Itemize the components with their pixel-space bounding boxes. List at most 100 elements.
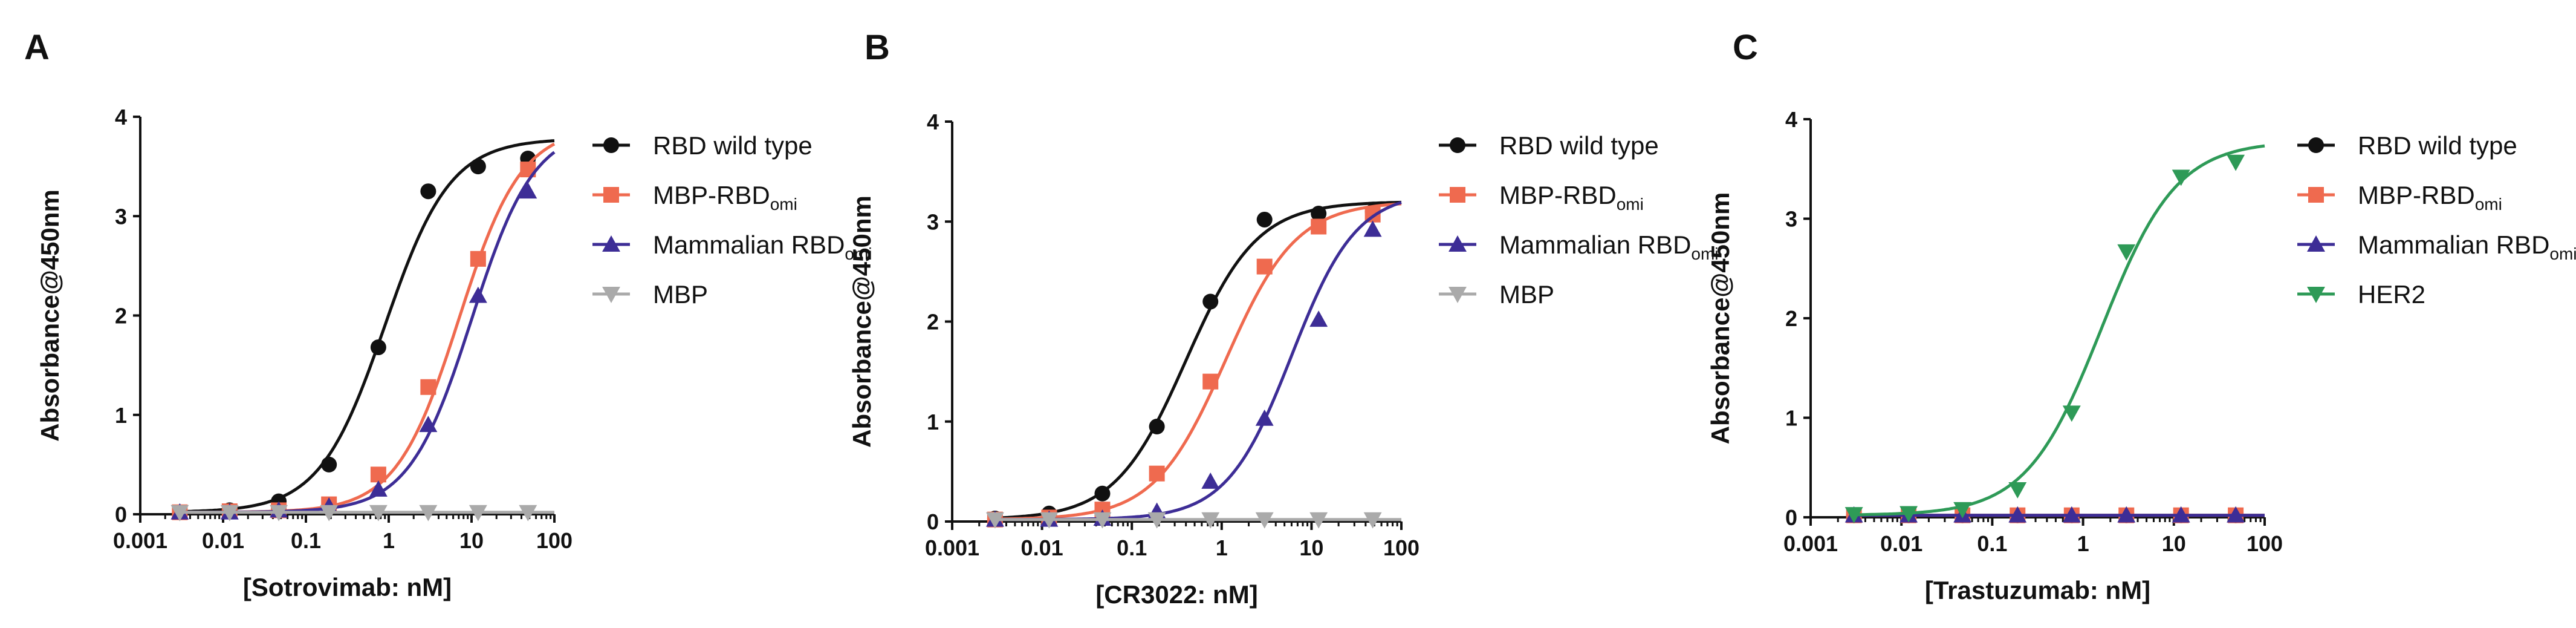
- legend-label: Mammalian RBDomi: [1499, 231, 1719, 263]
- data-point-mbp-rbd: [370, 466, 386, 483]
- panel-b: B 0 1 2 3 4 0.001 0.01 0.1 1 10 100 [CR3022: nM] Abso…: [848, 28, 1719, 609]
- data-point-mbp: [320, 505, 339, 522]
- legend-marker: [2308, 137, 2324, 153]
- data-point-mbp: [220, 505, 239, 522]
- legend-label: Mammalian RBDomi: [2358, 231, 2576, 263]
- x-tick-label: 10: [2162, 531, 2186, 556]
- legend-marker: [602, 235, 620, 252]
- legend-label: HER2: [2358, 280, 2425, 309]
- x-tick-label: 0.01: [1880, 531, 1922, 556]
- y-tick-label: 4: [927, 110, 939, 134]
- data-point-rbd-wild-type: [1311, 206, 1327, 222]
- y-axis-label: Absorbance@450nm: [36, 189, 64, 442]
- legend-marker: [2307, 235, 2325, 252]
- legend-marker: [602, 287, 620, 303]
- panel-letter: B: [865, 28, 890, 67]
- data-point-her2: [2227, 154, 2245, 171]
- panel-letter: A: [24, 28, 50, 67]
- legend-label: Mammalian RBDomi: [653, 231, 872, 263]
- legend-label: RBD wild type: [653, 131, 813, 160]
- panel-a: A 0 1 2 3 4 0.001 0.01 0.1 1 10 100 [Sotrovimab: nM]…: [24, 28, 872, 601]
- data-point-her2: [1953, 502, 1972, 518]
- y-tick-label: 4: [1785, 107, 1797, 132]
- x-tick-label: 10: [1299, 535, 1323, 560]
- data-point-mammalian-rbd: [1309, 310, 1328, 327]
- legend-label: MBP-RBDomi: [1499, 181, 1644, 214]
- data-point-mbp: [1255, 512, 1274, 529]
- x-tick-label: 0.1: [1977, 531, 2007, 556]
- data-point-mammalian-rbd: [2008, 506, 2027, 523]
- data-point-rbd-wild-type: [1256, 211, 1273, 227]
- x-tick-label: 100: [1383, 535, 1419, 560]
- x-tick-label: 0.1: [291, 528, 321, 553]
- data-point-mammalian-rbd: [419, 416, 438, 433]
- data-point-mammalian-rbd: [1363, 220, 1382, 237]
- fit-curve-her2: [1854, 144, 2265, 517]
- x-tick-label: 1: [2077, 531, 2089, 556]
- data-point-mbp-rbd: [420, 379, 436, 395]
- data-point-mammalian-rbd: [1255, 409, 1274, 426]
- data-point-mbp: [1040, 512, 1059, 529]
- y-tick-label: 2: [115, 304, 127, 329]
- fit-curve-mammalian-rbd: [994, 201, 1402, 522]
- data-point-her2: [2117, 244, 2136, 261]
- data-point-rbd-wild-type: [1149, 419, 1165, 435]
- x-tick-label: 100: [2247, 531, 2283, 556]
- y-tick-label: 3: [927, 209, 939, 234]
- data-point-rbd-wild-type: [321, 456, 337, 473]
- data-point-mbp: [419, 505, 438, 522]
- legend-label: MBP: [653, 280, 708, 309]
- data-point-mammalian-rbd: [2172, 506, 2190, 523]
- data-point-mbp-rbd: [1149, 465, 1165, 482]
- y-tick-label: 2: [927, 310, 939, 335]
- data-point-mbp-rbd: [470, 250, 486, 267]
- data-point-mbp: [469, 505, 487, 522]
- x-axis-label: [Sotrovimab: nM]: [243, 573, 452, 601]
- y-tick-label: 3: [1785, 207, 1797, 232]
- data-point-mammalian-rbd: [519, 182, 537, 199]
- x-tick-label: 10: [459, 528, 484, 553]
- data-point-mammalian-rbd: [2117, 506, 2136, 523]
- data-point-her2: [2172, 169, 2190, 186]
- data-point-mammalian-rbd: [1201, 472, 1220, 489]
- legend-label: MBP: [1499, 280, 1554, 309]
- x-tick-label: 0.01: [202, 528, 244, 553]
- data-point-her2: [2008, 482, 2027, 499]
- data-point-rbd-wild-type: [420, 183, 436, 200]
- legend-label: RBD wild type: [1499, 131, 1659, 160]
- fit-curve-mbp-rbd: [994, 202, 1402, 521]
- x-tick-label: 0.001: [925, 535, 979, 560]
- x-tick-label: 0.01: [1021, 535, 1063, 560]
- panel-c: C 0 1 2 3 4 0.001 0.01 0.1 1 10 100 [Trastuzumab: nM…: [1706, 28, 2576, 604]
- y-tick-label: 3: [115, 204, 127, 229]
- legend-marker: [1449, 287, 1467, 303]
- data-point-mbp: [1201, 512, 1220, 529]
- data-point-rbd-wild-type: [470, 159, 486, 175]
- legend-marker: [1450, 137, 1465, 153]
- x-axis-label: [CR3022: nM]: [1095, 580, 1257, 609]
- data-point-rbd-wild-type: [1202, 293, 1219, 310]
- data-point-mbp: [985, 512, 1004, 529]
- data-point-mbp: [1093, 512, 1112, 529]
- x-tick-label: 1: [1216, 535, 1228, 560]
- x-tick-label: 0.1: [1117, 535, 1147, 560]
- fit-curve-mbp-rbd: [180, 142, 556, 514]
- data-point-rbd-wild-type: [370, 339, 386, 356]
- legend-label: MBP-RBDomi: [653, 181, 797, 214]
- y-tick-label: 1: [1785, 406, 1797, 431]
- fit-curve-rbd-wild-type: [180, 139, 555, 514]
- data-point-mammalian-rbd: [469, 286, 487, 303]
- x-tick-label: 1: [383, 528, 395, 553]
- legend-marker: [603, 137, 619, 153]
- y-axis-label: Absorbance@450nm: [848, 195, 876, 448]
- data-point-mbp-rbd: [1202, 373, 1219, 390]
- x-tick-label: 0.001: [1783, 531, 1838, 556]
- legend-label: MBP-RBDomi: [2358, 181, 2502, 214]
- legend-label: RBD wild type: [2358, 131, 2517, 160]
- data-point-her2: [1900, 506, 1918, 523]
- y-tick-label: 0: [1785, 505, 1797, 530]
- data-point-mammalian-rbd: [2062, 506, 2081, 523]
- legend-marker: [1449, 235, 1467, 252]
- y-axis-label: Absorbance@450nm: [1706, 192, 1734, 445]
